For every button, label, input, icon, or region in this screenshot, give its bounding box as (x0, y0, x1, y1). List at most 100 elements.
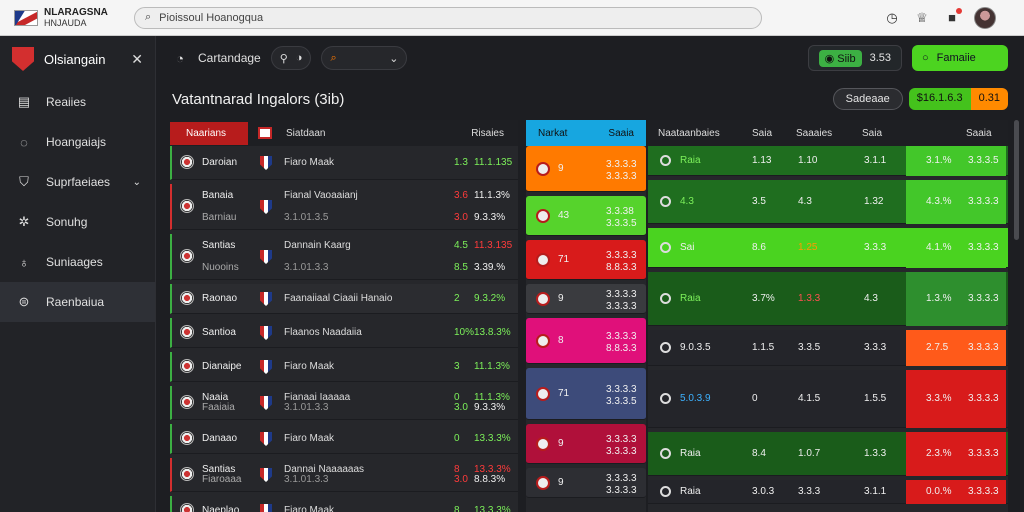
odd-secondary[interactable]: 11.1.3% (474, 361, 510, 372)
market-row[interactable]: 71 3.3.3.3 8.8.3.3 (526, 240, 646, 280)
table-row[interactable]: Santias Fiaroaaa Dannai Naaaaaas 3.1.01.3.3… (170, 458, 518, 492)
stats-row[interactable]: Raia 8.4 1.0.7 1.3.3 2.3.% 3.3.3.3 (648, 432, 1008, 476)
sidebar-item-5[interactable]: ⊜ Raenbaiua (0, 282, 155, 322)
market-value-2[interactable]: 3.3.3.3 (606, 485, 637, 496)
odd-primary-2[interactable]: 3.0 (454, 402, 468, 413)
close-icon[interactable]: ✕ (131, 50, 143, 67)
odd-primary[interactable]: 0 (454, 433, 460, 444)
odds-toggle[interactable]: $16.1.6.3 0.31 (908, 88, 1008, 110)
bell-icon[interactable]: ■ (944, 7, 962, 26)
market-value[interactable]: 3.3.3.3 (606, 384, 637, 395)
market-value[interactable]: 3.3.3.3 (606, 434, 637, 445)
market-row[interactable]: 9 3.3.3.3 3.3.3.3 (526, 284, 646, 314)
stat-highlight[interactable]: 2.7.5 3.3.3.3 (906, 330, 1006, 366)
table-row[interactable]: Santias Nuooins Dannain Kaarg 3.1.01.3.3 4.5… (170, 234, 518, 280)
stat-highlight[interactable]: 4.3.% 3.3.3.3 (906, 180, 1006, 224)
stat-highlight[interactable]: 3.1.% 3.3.3.5 (906, 146, 1006, 176)
odd-secondary-2[interactable]: 9.3.3% (474, 212, 506, 223)
odd-secondary[interactable]: 13.8.3% (474, 327, 511, 338)
stats-row[interactable]: 9.0.3.5 1.1.5 3.3.5 3.3.3 2.7.5 3.3.3.3 (648, 330, 1008, 366)
market-value-2[interactable]: 3.3.3.3 (606, 171, 637, 182)
table-row[interactable]: Banaia Barniau Fianal Vaoaaianj 3.1.01.3.5 3… (170, 184, 518, 230)
market-row[interactable]: 9 3.3.3.3 3.3.3.3 (526, 424, 646, 464)
table-row[interactable]: Naeplao Fiaro Maak 8 13.3.3% (170, 496, 518, 512)
odd-primary[interactable]: 4.5 (454, 240, 468, 251)
odd-primary[interactable]: 10% (454, 327, 475, 338)
odd-primary-2[interactable]: 8.5 (454, 262, 468, 273)
stats-row[interactable]: 5.0.3.9 0 4.1.5 1.5.5 3.3.% 3.3.3.3 (648, 370, 1008, 428)
table-row[interactable]: Santioa Flaanos Naadaiia 10% 13.8.3% (170, 318, 518, 348)
odd-primary[interactable]: 1.3 (454, 157, 468, 168)
scrollbar[interactable] (1014, 120, 1019, 240)
market-row[interactable]: 9 3.3.3.3 3.3.3.3 (526, 468, 646, 498)
odd-primary[interactable]: 2 (454, 293, 460, 304)
market-value[interactable]: 3.3.38 (606, 206, 634, 217)
market-value[interactable]: 3.3.3.3 (606, 289, 637, 300)
odd-secondary[interactable]: 11.3.135 (474, 240, 513, 251)
avatar[interactable] (974, 6, 996, 29)
market-value[interactable]: 3.3.3.3 (606, 473, 637, 484)
market-value-2[interactable]: 3.3.3.3 (606, 301, 637, 312)
odd-primary[interactable]: 3 (454, 361, 460, 372)
odd-secondary-2[interactable]: 9.3.3% (474, 402, 506, 413)
stat-highlight[interactable]: 2.3.% 3.3.3.3 (906, 432, 1006, 476)
odd-secondary-2[interactable]: 3.39.% (474, 262, 506, 273)
col-s2[interactable]: Saaaies (796, 127, 833, 139)
stat-highlight[interactable]: 0.0.% 3.3.3.3 (906, 480, 1006, 504)
table-row[interactable]: Daroian Fiaro Maak 1.3 11.1.135 (170, 146, 518, 180)
col-s1[interactable]: Saia (752, 127, 773, 139)
deposit-button[interactable]: ○ Famaiie (912, 45, 1008, 71)
sidebar-item-1[interactable]: ◌ Hoangaiajs (0, 122, 155, 162)
table-row[interactable]: Raonao Faanaiiaal Ciaaii Hanaio 2 9.3.2% (170, 284, 518, 314)
sidebar-item-4[interactable]: ♁ Suniaages (0, 242, 155, 282)
sidebar-item-0[interactable]: ▤ Reaiies (0, 82, 155, 122)
odd-secondary[interactable]: 9.3.2% (474, 293, 506, 304)
table-row[interactable]: Naaia Faaiaia Fianaai Iaaaaa 3.1.01.3.3 0 11.… (170, 386, 518, 420)
odd-secondary[interactable]: 13.3.3% (474, 433, 511, 444)
col-event[interactable]: Siatdaan (286, 127, 326, 139)
col-market[interactable]: Narkat (538, 127, 568, 139)
odd-primary[interactable]: 8 (454, 464, 460, 475)
stat-highlight[interactable]: 3.3.% 3.3.3.3 (906, 370, 1006, 428)
market-row[interactable]: 71 3.3.3.3 3.3.3.5 (526, 368, 646, 420)
col-s4[interactable]: Saaia (966, 127, 992, 139)
col-name[interactable]: Naataanbaies (658, 127, 720, 139)
odd-primary[interactable]: 0 (454, 392, 460, 403)
sidebar-item-3[interactable]: ✲ Sonuhg (0, 202, 155, 242)
col-s3[interactable]: Saia (862, 127, 883, 139)
back-icon[interactable]: ◔ (176, 50, 184, 66)
stats-row[interactable]: Sai 8.6 1.25 3.3.3 4.1.% 3.3.3.3 (648, 228, 1008, 268)
market-value-2[interactable]: 3.3.3.5 (606, 218, 637, 229)
odd-primary-2[interactable]: 3.0 (454, 212, 468, 223)
market-value-2[interactable]: 8.8.3.3 (606, 343, 637, 354)
market-value[interactable]: 3.3.3.3 (606, 250, 637, 261)
table-row[interactable]: Danaao Fiaro Maak 0 13.3.3% (170, 424, 518, 454)
market-row[interactable]: 8 3.3.3.3 8.8.3.3 (526, 318, 646, 364)
col-markets[interactable]: Naarians (170, 121, 248, 145)
sidebar-item-2[interactable]: ⛉ Suprfaeiaes ⌄ (0, 162, 155, 202)
odd-secondary[interactable]: 13.3.3% (474, 464, 511, 475)
sort-pill[interactable]: Sadeaae (832, 88, 903, 110)
stats-row[interactable]: Raia 1.13 1.10 3.1.1 3.1.% 3.3.3.5 (648, 146, 1008, 176)
odd-primary[interactable]: 8 (454, 505, 460, 512)
stats-row[interactable]: Raia 3.7% 1.3.3 4.3 1.3.% 3.3.3.3 (648, 272, 1008, 326)
odd-secondary[interactable]: 13.3.3% (474, 505, 511, 512)
table-row[interactable]: Dianaipe Fiaro Maak 3 11.1.3% (170, 352, 518, 382)
odd-secondary[interactable]: 11.1.3% (474, 190, 510, 201)
stats-row[interactable]: Raia 3.0.3 3.3.3 3.1.1 0.0.% 3.3.3.3 (648, 480, 1008, 504)
filter-dropdown[interactable]: ⌕ ⌄ (321, 46, 408, 70)
stat-highlight[interactable]: 4.1.% 3.3.3.3 (906, 228, 1006, 268)
market-row[interactable]: 9 3.3.3.3 3.3.3.3 (526, 146, 646, 192)
odd-secondary-2[interactable]: 8.8.3% (474, 474, 506, 485)
stat-highlight[interactable]: 1.3.% 3.3.3.3 (906, 272, 1006, 326)
brand-logo[interactable]: NLARAGSNA HNJAUDA (0, 7, 130, 28)
market-value-2[interactable]: 3.3.3.3 (606, 446, 637, 457)
odd-primary-2[interactable]: 3.0 (454, 474, 468, 485)
col-results[interactable]: Risaies (471, 127, 504, 139)
market-value[interactable]: 3.3.3.3 (606, 331, 637, 342)
url-bar[interactable]: ⌕ Pioissoul Hoanogqua (134, 6, 762, 29)
odd-secondary[interactable]: 11.1.135 (474, 157, 513, 168)
odd-secondary[interactable]: 11.1.3% (474, 392, 510, 403)
clock-icon[interactable]: ◷ (886, 9, 898, 25)
crown-icon[interactable]: ♕ (916, 9, 928, 25)
